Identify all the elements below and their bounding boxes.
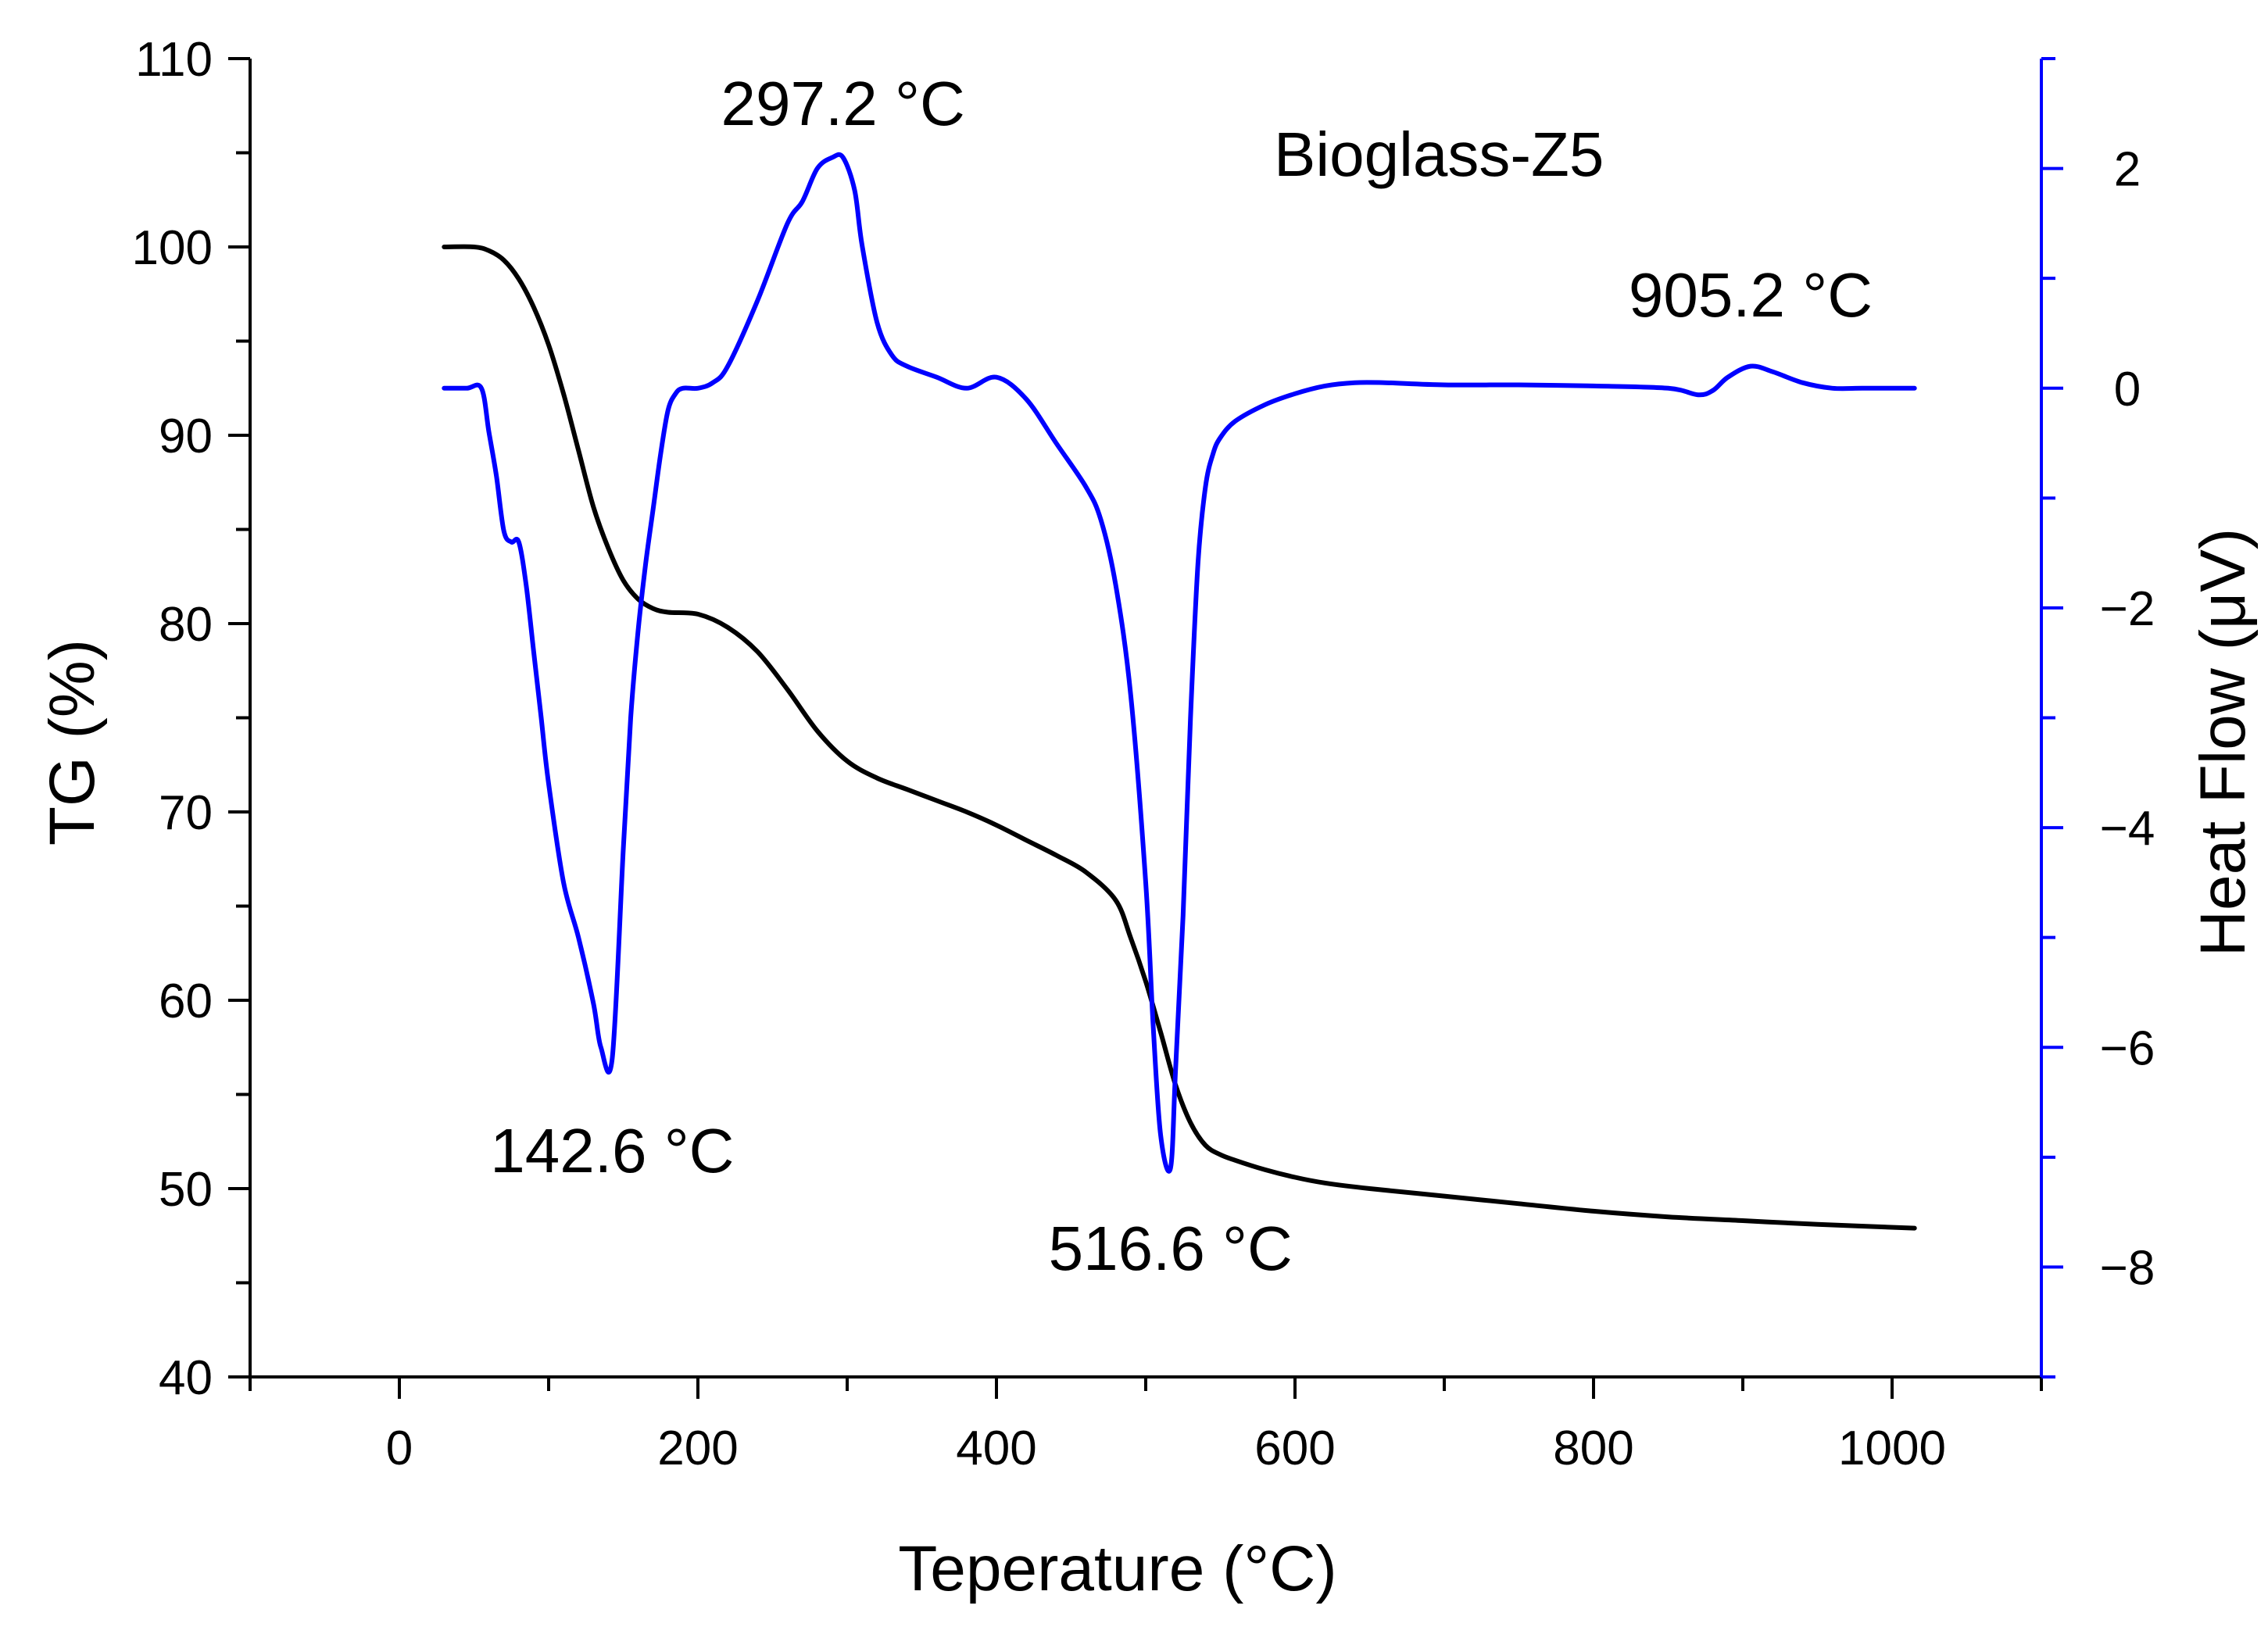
x-tick-label: 400 (956, 1421, 1036, 1475)
y-right-tick-label: −2 (2100, 582, 2155, 636)
x-tick-label: 800 (1553, 1421, 1633, 1475)
peak-annotation: 516.6 °C (1049, 1214, 1293, 1283)
peak-annotation: 297.2 °C (721, 69, 965, 138)
sample-label: Bioglass-Z5 (1274, 120, 1604, 189)
y-right-tick-label: −4 (2100, 802, 2155, 856)
x-tick-label: 0 (386, 1421, 413, 1475)
y-right-tick-label: −8 (2100, 1241, 2155, 1295)
y-axis-left-label: TG (%) (37, 639, 108, 846)
labels-layer: Bioglass-Z5 Teperature (°C) TG (%) Heat … (37, 120, 2259, 1604)
y-left-tick-label: 100 (132, 221, 213, 275)
x-tick-label: 1000 (1838, 1421, 1946, 1475)
y-left-tick-label: 90 (159, 409, 213, 463)
peak-annotation: 905.2 °C (1629, 260, 1873, 330)
heat-flow-series-line (442, 152, 1917, 1174)
annotations: 297.2 °C 142.6 °C 516.6 °C 905.2 °C (490, 69, 1873, 1283)
y-right-tick-label: 0 (2114, 363, 2141, 417)
y-left-tick-label: 40 (159, 1351, 213, 1405)
y-left-tick-label: 80 (159, 598, 213, 652)
x-tick-label: 200 (657, 1421, 738, 1475)
x-axis-label: Teperature (°C) (898, 1533, 1336, 1604)
series-layer (442, 152, 1917, 1231)
y-right-tick-label: −6 (2100, 1021, 2155, 1075)
y-axis-right-label: Heat Flow (μV) (2188, 528, 2259, 957)
peak-annotation: 142.6 °C (490, 1116, 734, 1185)
y-left-tick-label: 50 (159, 1163, 213, 1217)
y-left-tick-label: 110 (135, 33, 213, 87)
y-left-tick-label: 70 (159, 786, 213, 840)
y-right-tick-label: 2 (2114, 143, 2141, 197)
tg-series-line (442, 244, 1917, 1231)
y-left-tick-label: 60 (159, 974, 213, 1028)
x-tick-label: 600 (1254, 1421, 1335, 1475)
axes: 0 200 400 600 800 1000 40 50 60 70 80 90 100 110 −8 −6 −… (132, 33, 2155, 1475)
